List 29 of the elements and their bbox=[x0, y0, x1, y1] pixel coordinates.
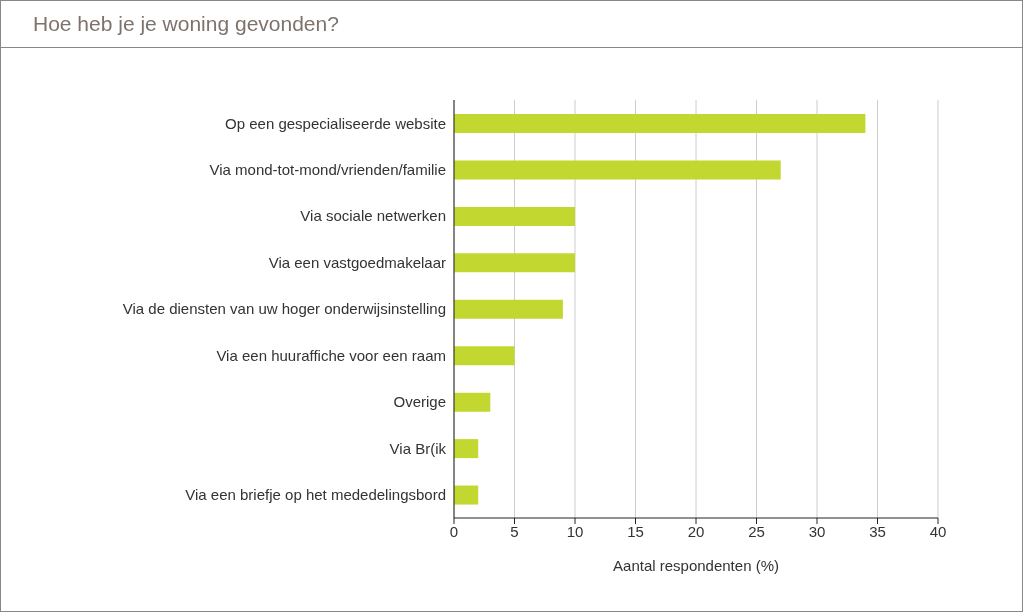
y-tick-label: Via een briefje op het mededelingsbord bbox=[185, 486, 446, 504]
bar bbox=[454, 299, 563, 319]
x-tick-label: 35 bbox=[869, 522, 886, 540]
bar bbox=[454, 439, 479, 459]
x-tick-label: 40 bbox=[929, 522, 947, 540]
x-tick-label: 30 bbox=[808, 522, 826, 540]
bar bbox=[454, 206, 575, 226]
bar bbox=[454, 160, 781, 180]
y-tick-label: Op een gespecialiseerde website bbox=[225, 114, 446, 132]
bar bbox=[454, 114, 866, 133]
x-axis-title: Aantal respondenten (%) bbox=[613, 557, 779, 574]
x-tick-label: 20 bbox=[687, 522, 705, 540]
y-tick-label: Via de diensten van uw hoger onderwijsinstelling bbox=[122, 300, 446, 318]
y-tick-label: Via mond-tot-mond/vrienden/familie bbox=[209, 160, 446, 178]
text: Hoe heb je je woning gevonden? bbox=[1, 1, 1022, 48]
y-tick-label: Via een huuraffiche voor een raam bbox=[216, 346, 446, 364]
y-tick-label: Overige bbox=[393, 393, 446, 411]
x-tick-label: 10 bbox=[566, 522, 584, 540]
y-tick-label: Via Br(ik bbox=[389, 439, 447, 457]
bar bbox=[454, 253, 575, 273]
x-tick-label: 0 bbox=[449, 522, 459, 540]
bar bbox=[454, 392, 491, 412]
bar bbox=[454, 485, 479, 505]
x-tick-label: 15 bbox=[627, 522, 644, 540]
y-tick-label: Via sociale netwerken bbox=[300, 207, 446, 225]
x-tick-label: 5 bbox=[510, 522, 519, 540]
x-tick-label: 25 bbox=[748, 522, 765, 540]
y-tick-label: Via een vastgoedmakelaar bbox=[268, 253, 446, 271]
bar bbox=[454, 346, 515, 366]
